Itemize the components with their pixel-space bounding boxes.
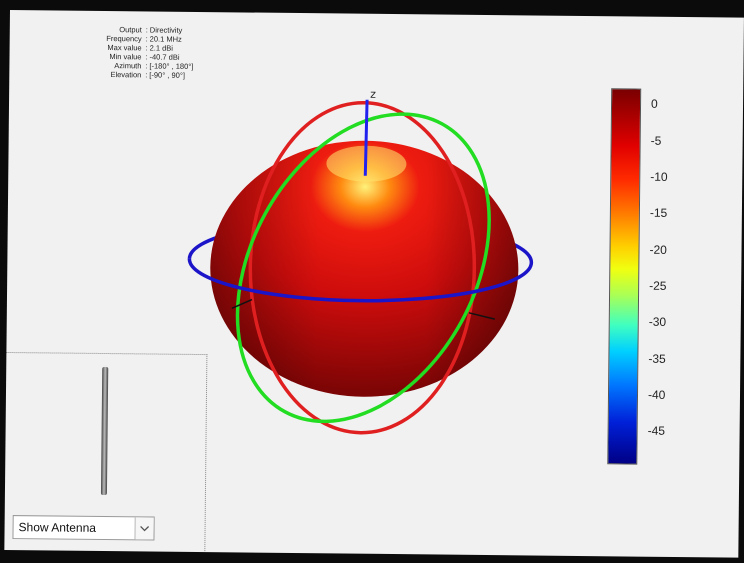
chevron-down-icon[interactable] [134, 517, 154, 540]
colorbar-tick: -25 [649, 278, 667, 293]
x-axis [231, 298, 253, 310]
elevation-ring-xz [248, 100, 477, 435]
elevation-ring-yz [235, 112, 491, 424]
colorbar-tick: -10 [650, 169, 668, 184]
radiation-pattern-3d[interactable]: z [4, 10, 744, 558]
y-axis [468, 312, 495, 320]
colorbar-tick: -20 [649, 242, 667, 257]
azimuth-ring-front [187, 258, 534, 303]
colorbar-tick: -30 [648, 314, 667, 329]
colorbar-tick: 0 [650, 96, 658, 111]
colorbar-tick: -35 [648, 351, 666, 366]
dropdown-selected-value: Show Antenna [18, 520, 97, 535]
pattern-shading [210, 140, 519, 397]
colorbar-tick: -45 [647, 423, 666, 438]
colorbar-tick: -40 [647, 387, 666, 402]
colorbar [607, 88, 642, 465]
colorbar-tick: -5 [650, 133, 662, 148]
pattern-figure: Output : Directivity Frequency : 20.1 MH… [4, 10, 744, 558]
colorbar-tick: -15 [649, 205, 668, 220]
antenna-display-dropdown[interactable]: Show Antenna [12, 515, 155, 541]
z-axis [363, 99, 369, 176]
z-axis-label: z [370, 88, 376, 101]
